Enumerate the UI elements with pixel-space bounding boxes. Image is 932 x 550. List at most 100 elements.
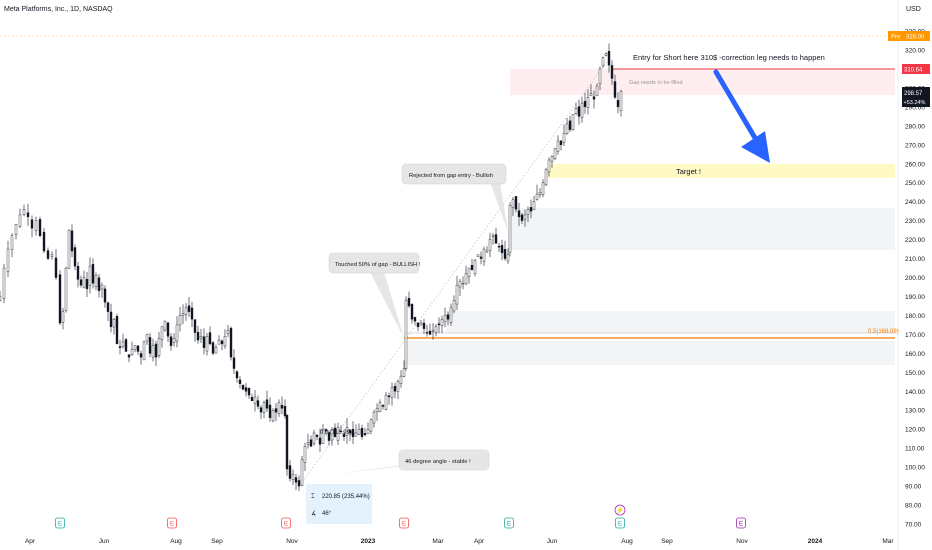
candle-body: [351, 429, 355, 437]
candle-body: [211, 342, 215, 354]
earnings-icon[interactable]: [504, 517, 514, 529]
candle-body: [0, 296, 2, 301]
candle-body: [250, 396, 254, 401]
candle-body: [14, 224, 18, 235]
candle-body: [402, 368, 406, 377]
callout-rejected: Rejected from gap entry - Bullish: [401, 163, 508, 232]
candle-body: [142, 341, 146, 361]
candle-body: [565, 123, 569, 134]
callout-angle: 46 degree angle - stable !: [334, 449, 490, 474]
dividend-bolt-icon[interactable]: [614, 504, 626, 516]
candle-body: [574, 108, 578, 114]
candle-body: [613, 81, 617, 98]
earnings-icon[interactable]: [736, 517, 746, 529]
measure-box: ⌶ 220.85 (235.44%) ∡ 46°: [306, 484, 372, 524]
candle-body: [580, 102, 584, 118]
candle-body: [193, 319, 197, 333]
candle-body: [94, 275, 98, 288]
earnings-glyph: E: [402, 521, 407, 528]
candle-body: [22, 209, 26, 215]
candle-body: [241, 384, 245, 390]
candle-body: [175, 324, 179, 342]
y-tick-label: 70.00: [905, 522, 922, 529]
candle-body: [133, 345, 137, 350]
y-tick-label: 230.00: [905, 218, 925, 225]
candle-body: [559, 140, 563, 146]
candle-body: [232, 357, 236, 369]
candle-body: [589, 93, 593, 97]
earnings-icon[interactable]: [281, 517, 291, 529]
candle-body: [124, 339, 128, 352]
candle-body: [556, 140, 560, 152]
candle-body: [491, 235, 495, 237]
candle-body: [244, 387, 248, 392]
candle-body: [592, 96, 596, 100]
gray-zone-low: [404, 341, 895, 365]
candle-body: [327, 432, 331, 441]
earnings-glyph: E: [618, 521, 623, 528]
earnings-glyph: E: [739, 521, 744, 528]
candle-body: [163, 320, 167, 331]
candle-body: [256, 400, 260, 407]
candle-body: [404, 300, 408, 369]
candle-body: [416, 322, 420, 328]
candle-body: [238, 379, 242, 384]
candle-body: [26, 212, 30, 218]
candle-body: [151, 345, 155, 358]
svg-text:∡: ∡: [311, 511, 316, 517]
y-tick-label: 250.00: [905, 180, 925, 187]
candle-body: [586, 97, 590, 108]
candle-body: [467, 267, 471, 277]
x-tick-label: Apr: [25, 538, 36, 545]
candle-body: [136, 345, 140, 352]
candle-body: [312, 432, 316, 444]
candle-body: [571, 114, 575, 130]
candle-body: [315, 434, 319, 437]
candle-body: [473, 260, 477, 274]
fib-label: 0.5(168.09): [868, 329, 899, 335]
earnings-icon[interactable]: [399, 517, 409, 529]
candle-body: [508, 205, 512, 253]
candle-body: [348, 429, 352, 434]
currency-label: USD: [906, 6, 921, 13]
candle-body: [541, 182, 545, 196]
gray-zone-upper: [508, 208, 895, 250]
candle-body: [476, 254, 480, 257]
candle-body: [70, 230, 74, 252]
candle-body: [434, 326, 438, 333]
candle-body: [169, 336, 173, 346]
candle-body: [97, 277, 101, 291]
candle-body: [535, 193, 539, 200]
candle-body: [42, 231, 46, 252]
candle-body: [342, 434, 346, 437]
candle-body: [607, 50, 611, 66]
y-tick-label: 130.00: [905, 408, 925, 415]
candle-body: [235, 371, 239, 379]
candle-body: [318, 437, 322, 445]
candle-body: [121, 341, 125, 347]
candle-body: [440, 319, 444, 326]
candle-body: [375, 408, 379, 413]
candle-body: [601, 57, 605, 66]
candle-body: [253, 396, 257, 404]
candle-body: [482, 248, 486, 262]
candle-body: [604, 53, 608, 56]
candle-body: [229, 327, 233, 358]
candle-body: [464, 273, 468, 285]
candle-body: [303, 446, 307, 463]
candle-body: [393, 385, 397, 392]
candle-body: [184, 307, 188, 315]
candle-body: [38, 219, 42, 237]
earnings-icon[interactable]: [615, 517, 625, 529]
candle-body: [529, 207, 533, 212]
candle-body: [291, 474, 295, 480]
candle-body: [497, 245, 501, 248]
x-tick-label: Sep: [211, 538, 223, 545]
y-tick-label: 280.00: [905, 123, 925, 130]
x-tick-label: Aug: [621, 538, 633, 545]
earnings-icon[interactable]: [167, 517, 177, 529]
earnings-icon[interactable]: [55, 517, 65, 529]
candle-body: [274, 408, 278, 413]
candle-body: [455, 284, 459, 305]
